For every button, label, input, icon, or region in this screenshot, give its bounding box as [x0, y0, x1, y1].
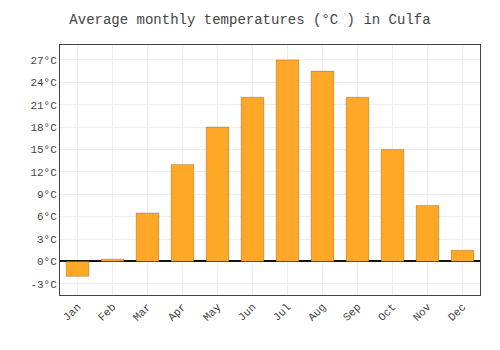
svg-text:May: May: [201, 301, 224, 324]
svg-text:15°C: 15°C: [30, 144, 57, 156]
svg-text:Jun: Jun: [236, 301, 258, 323]
svg-text:Jul: Jul: [271, 301, 293, 323]
svg-text:3°C: 3°C: [37, 234, 57, 246]
svg-text:18°C: 18°C: [30, 122, 57, 134]
svg-text:Sep: Sep: [341, 301, 363, 323]
svg-text:12°C: 12°C: [30, 167, 57, 179]
svg-text:6°C: 6°C: [37, 211, 57, 223]
svg-text:Feb: Feb: [96, 301, 118, 323]
svg-text:-3°C: -3°C: [30, 279, 57, 291]
svg-text:27°C: 27°C: [30, 55, 57, 67]
svg-text:0°C: 0°C: [37, 256, 57, 268]
svg-text:Aug: Aug: [306, 301, 328, 323]
svg-text:Jan: Jan: [61, 301, 83, 323]
svg-text:24°C: 24°C: [30, 77, 57, 89]
svg-text:9°C: 9°C: [37, 189, 57, 201]
svg-text:Mar: Mar: [131, 301, 153, 323]
svg-text:Nov: Nov: [411, 301, 434, 324]
svg-text:Apr: Apr: [166, 301, 188, 323]
svg-text:21°C: 21°C: [30, 100, 57, 112]
svg-text:Average monthly temperatures (: Average monthly temperatures (°C ) in Cu…: [69, 12, 430, 28]
svg-text:Dec: Dec: [446, 301, 468, 323]
svg-text:Oct: Oct: [376, 301, 398, 323]
